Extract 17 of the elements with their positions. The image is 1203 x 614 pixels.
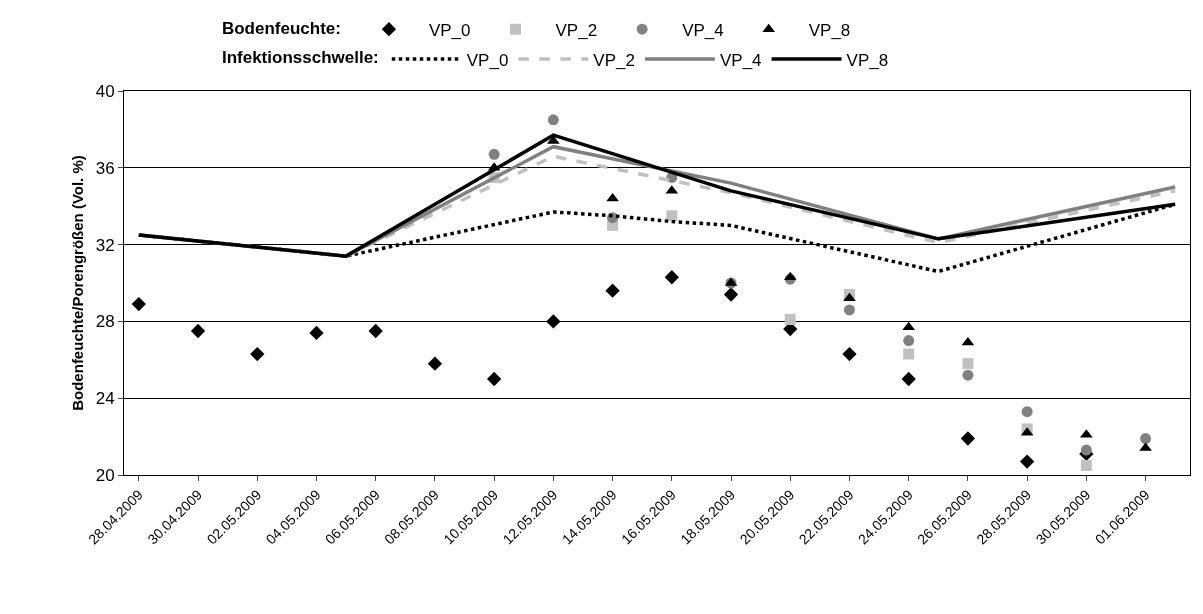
y-tick-label: 36: [95, 158, 115, 178]
y-tick-label: 24: [95, 389, 115, 409]
legend-label: VP_0: [428, 20, 471, 40]
legend-label: VP_8: [846, 50, 889, 70]
y-tick-label: 32: [95, 235, 115, 255]
legend-label: VP_0: [466, 50, 509, 70]
text: Bodenfeuchte:: [221, 18, 341, 38]
legend-label: VP_8: [808, 20, 851, 40]
legend-label: VP_2: [555, 20, 598, 40]
text: Infektionsschwelle:: [221, 48, 379, 68]
y-tick-label: 20: [95, 465, 115, 485]
legend-label: VP_4: [719, 50, 762, 70]
legend-label: VP_4: [682, 20, 724, 40]
y-axis-title: Bodenfeuchte/Porengrößen (Vol. %): [68, 155, 86, 411]
y-tick-label: 40: [95, 81, 115, 101]
y-tick-label: 28: [95, 312, 115, 332]
legend-label: VP_2: [593, 50, 635, 70]
